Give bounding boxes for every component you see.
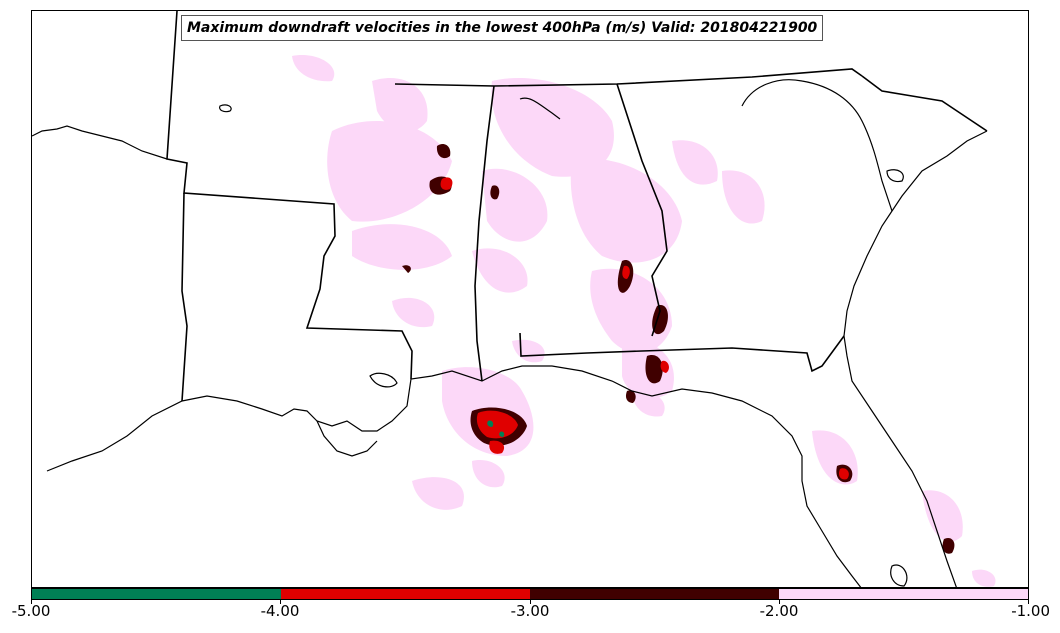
colorbar-tick [280, 600, 281, 604]
colorbar-tick [530, 600, 531, 604]
state-borders [166, 11, 988, 402]
colorbar-label: -5.00 [11, 602, 51, 620]
map-canvas [32, 11, 996, 587]
downdraft-dark-contours [402, 144, 955, 554]
map-title: Maximum downdraft velocities in the lowe… [181, 15, 824, 41]
downdraft-green-contours [487, 420, 505, 437]
coastline [32, 79, 988, 587]
map-panel [31, 10, 1029, 588]
colorbar-bin-darkred [530, 589, 779, 599]
colorbar-bin-pink [779, 589, 1028, 599]
downdraft-light-contours [292, 55, 996, 587]
colorbar-tick [779, 600, 780, 604]
downdraft-red-contours [440, 177, 849, 480]
colorbar [31, 588, 1029, 600]
colorbar-tick [31, 600, 32, 604]
colorbar-label: -4.00 [260, 602, 300, 620]
colorbar-label: -2.00 [759, 602, 799, 620]
colorbar-bin-red [281, 589, 530, 599]
colorbar-bin-green [32, 589, 281, 599]
colorbar-label: -3.00 [510, 602, 550, 620]
colorbar-tick [1028, 600, 1029, 604]
colorbar-label: -1.00 [1011, 602, 1050, 620]
